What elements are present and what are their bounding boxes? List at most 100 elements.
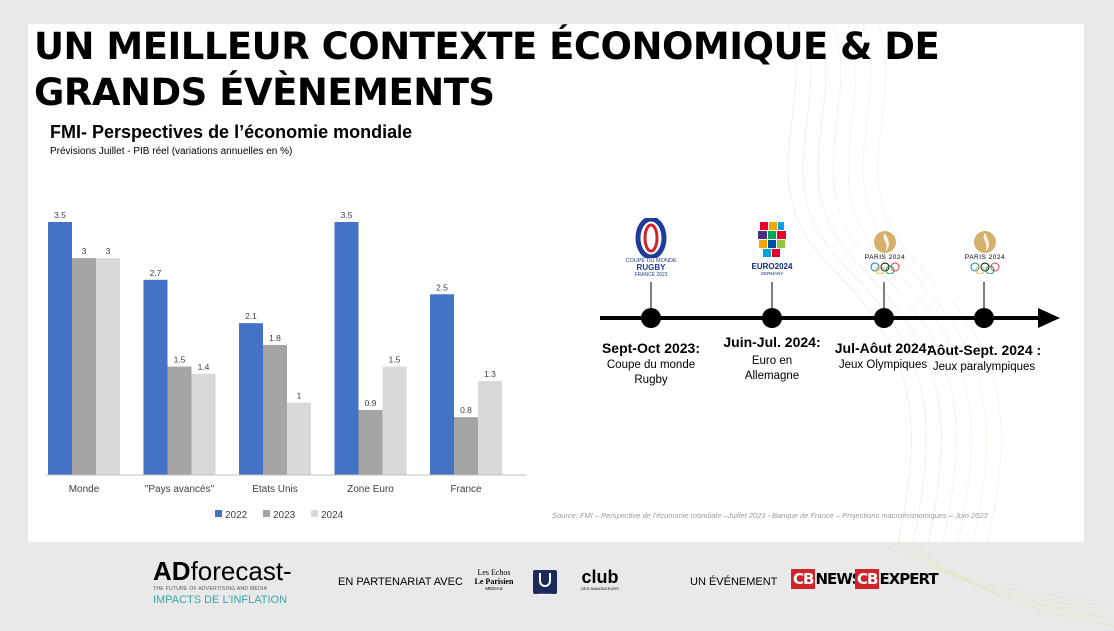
bar bbox=[382, 366, 407, 475]
adforecast-logo: ADforecast- bbox=[153, 556, 292, 587]
paris-flame-icon bbox=[874, 231, 896, 253]
cbnews-badge: CB bbox=[791, 569, 816, 589]
data-label: 3.5 bbox=[54, 210, 66, 220]
paris-olympics-logo-text: PARIS 2024 bbox=[864, 254, 906, 261]
bar bbox=[72, 258, 96, 475]
udecam-text: UDECAM bbox=[537, 593, 553, 597]
bar bbox=[167, 366, 192, 475]
category-label: Monde bbox=[69, 484, 100, 495]
timeline-desc-1: Coupe du monde Rugby bbox=[606, 359, 696, 386]
category-label: "Pays avancés" bbox=[145, 484, 215, 495]
club-sub-text: DES ANNONCEURS bbox=[581, 586, 619, 591]
timeline-desc-4: Jeux paralympiques bbox=[932, 361, 1036, 373]
euro-2024-logo: EURO2024 GERMANY bbox=[744, 220, 800, 280]
adforecast-ad: AD bbox=[153, 556, 191, 586]
legend-label: 2022 bbox=[225, 510, 248, 521]
bar bbox=[454, 417, 478, 475]
timeline-desc-2: Euro en Allemagne bbox=[744, 355, 800, 382]
rugby-ball-icon bbox=[635, 218, 667, 258]
club-annonceurs-logo: club DES ANNONCEURS bbox=[576, 568, 624, 592]
udecam-logo: UDECAM bbox=[533, 570, 557, 597]
timeline-dot-1 bbox=[641, 308, 661, 328]
rugby-logo-line3: FRANCE 2023 bbox=[634, 272, 668, 278]
category-label: Etats Unis bbox=[252, 484, 298, 495]
legend-swatch bbox=[215, 510, 222, 517]
timeline-date-4: Aôut-Sept. 2024 : bbox=[926, 342, 1042, 358]
footer-decorative-lines bbox=[879, 542, 1114, 627]
chart-title: FMI- Perspectives de l’économie mondiale bbox=[50, 122, 413, 142]
leparisien-text: Le Parisien bbox=[474, 577, 514, 586]
lesechos-text: Les Echos bbox=[477, 568, 511, 577]
data-label: 1.5 bbox=[389, 355, 401, 365]
timeline-arrow bbox=[1038, 308, 1060, 328]
adforecast-tagline: THE FUTURE OF ADVERTISING AND MEDIA bbox=[153, 586, 268, 592]
timeline-dot-4 bbox=[974, 308, 994, 328]
timeline-date-1: Sept-Oct 2023: bbox=[601, 340, 701, 356]
legend-label: 2024 bbox=[321, 510, 344, 521]
legend-label: 2023 bbox=[273, 510, 296, 521]
timeline-date-3: Jul-Aôut 2024: bbox=[834, 340, 932, 356]
cbexpert-logo: CB EXPERT bbox=[855, 569, 939, 589]
bar bbox=[263, 344, 287, 475]
bar-chart: 3.5 3 3 Monde 2.7 1.5 1.4 "Pays avancés" 2.1 1.8 1… bbox=[46, 210, 526, 521]
bar bbox=[334, 222, 359, 475]
data-label: 0.8 bbox=[460, 405, 472, 415]
timeline-desc-3: Jeux Olympiques bbox=[838, 359, 928, 371]
medias-text: MÉDIAS bbox=[485, 586, 503, 591]
timeline-date-2: Juin-Jul. 2024: bbox=[723, 334, 821, 350]
paris-2024-olympics-logo: PARIS 2024 bbox=[858, 230, 912, 286]
cbnews-text: NEWS bbox=[815, 570, 862, 588]
timeline-dot-2 bbox=[762, 308, 782, 328]
cbnews-logo: CB NEWS bbox=[791, 569, 863, 589]
bar bbox=[287, 402, 311, 475]
data-label: 3.5 bbox=[341, 210, 353, 220]
cbexpert-text: EXPERT bbox=[879, 570, 938, 588]
legend-swatch bbox=[311, 510, 318, 517]
paris-paralympic-flame-icon bbox=[974, 231, 996, 253]
data-label: 3 bbox=[106, 246, 111, 256]
bar bbox=[96, 258, 120, 475]
event-label: UN ÉVÉNEMENT bbox=[690, 576, 778, 588]
data-label: 1.4 bbox=[198, 362, 210, 372]
data-label: 0.9 bbox=[365, 398, 377, 408]
cbexpert-badge: CB bbox=[855, 569, 880, 589]
bar bbox=[239, 323, 263, 475]
bar bbox=[48, 222, 72, 475]
rugby-world-cup-2023-logo: COUPE DU MONDE RUGBY FRANCE 2023 bbox=[621, 218, 681, 282]
bar bbox=[478, 381, 502, 475]
chart-subtitle: Prévisions Juillet - PIB réel (variation… bbox=[50, 146, 293, 157]
timeline-line bbox=[600, 282, 1060, 328]
data-label: 1.5 bbox=[174, 355, 186, 365]
data-label: 1 bbox=[297, 391, 302, 401]
category-label: France bbox=[450, 484, 482, 495]
lesechos-leparisien-logo: Les Echos Le Parisien MÉDIAS bbox=[474, 568, 514, 592]
timeline-dot-3 bbox=[874, 308, 894, 328]
paralympic-rings-icon bbox=[970, 262, 1000, 274]
data-label: 2.5 bbox=[436, 282, 448, 292]
rugby-logo-line1: COUPE DU MONDE bbox=[625, 258, 677, 264]
data-label: 3 bbox=[82, 246, 87, 256]
euro-logo-text: EURO2024 bbox=[751, 262, 793, 271]
adforecast-event: IMPACTS DE L’INFLATION bbox=[153, 594, 288, 606]
partners-label: EN PARTENARIAT AVEC bbox=[338, 576, 463, 588]
data-label: 2.1 bbox=[245, 311, 257, 321]
data-label: 1.8 bbox=[269, 333, 281, 343]
paris-paralympics-logo-text: PARIS 2024 bbox=[964, 254, 1006, 261]
data-label: 1.3 bbox=[484, 369, 496, 379]
bar bbox=[191, 373, 216, 475]
paris-2024-paralympics-logo: PARIS 2024 bbox=[958, 230, 1012, 286]
euro-logo-subtext: GERMANY bbox=[760, 271, 784, 276]
slide: UN MEILLEUR CONTEXTE ÉCONOMIQUE & DE GRA… bbox=[28, 24, 1084, 542]
adforecast-forecast: forecast- bbox=[190, 556, 292, 586]
legend-swatch bbox=[263, 510, 270, 517]
bar bbox=[143, 279, 168, 475]
slide-title: UN MEILLEUR CONTEXTE ÉCONOMIQUE & DE GRA… bbox=[34, 25, 940, 114]
bar bbox=[430, 294, 454, 475]
euro-trophy-icon bbox=[758, 222, 786, 257]
bar bbox=[358, 409, 383, 475]
olympic-rings-icon bbox=[870, 262, 900, 274]
footer: ADforecast- THE FUTURE OF ADVERTISING AN… bbox=[0, 542, 1114, 631]
category-label: Zone Euro bbox=[347, 484, 394, 495]
rugby-logo-line2: RUGBY bbox=[636, 263, 666, 272]
data-label: 2.7 bbox=[150, 268, 162, 278]
